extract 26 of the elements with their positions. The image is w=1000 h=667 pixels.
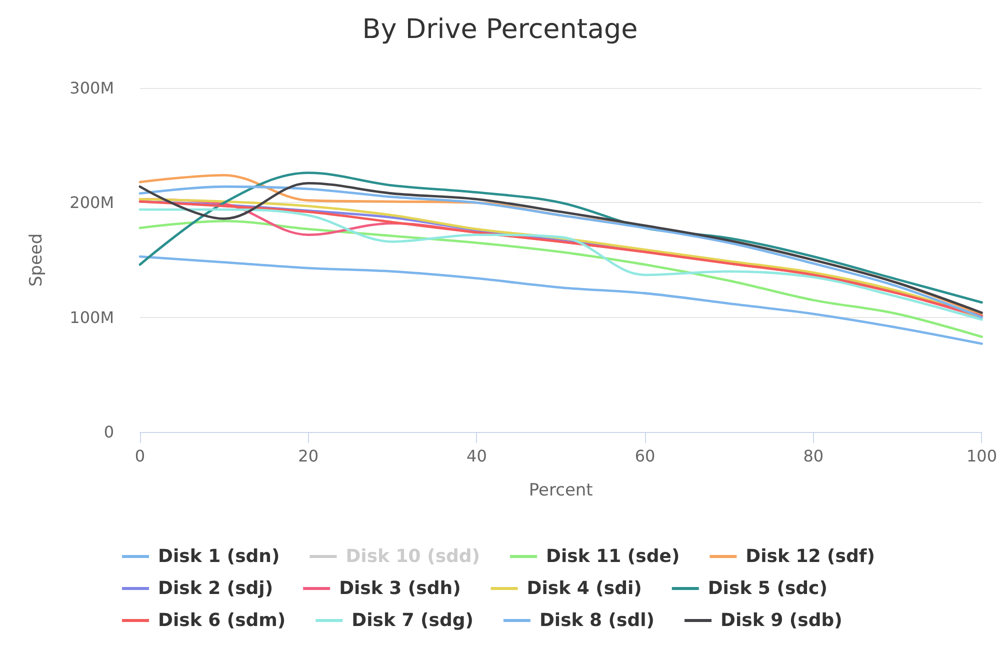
legend-label: Disk 12 (sdf) xyxy=(746,546,875,567)
legend-label: Disk 11 (sde) xyxy=(546,546,680,567)
legend-label: Disk 2 (sdj) xyxy=(158,578,274,599)
legend-label: Disk 7 (sdg) xyxy=(352,610,474,631)
y-tick-label: 100M xyxy=(70,308,114,327)
line-series xyxy=(138,220,983,338)
x-tick-label: 0 xyxy=(134,446,146,466)
x-tick-label: 60 xyxy=(634,446,656,466)
legend-label: Disk 1 (sdn) xyxy=(158,546,280,567)
x-tick-label: 40 xyxy=(466,446,487,466)
y-tick-label: 200M xyxy=(70,193,114,212)
legend-label: Disk 3 (sdh) xyxy=(339,578,461,599)
y-tick-label: 300M xyxy=(70,78,114,98)
legend-label: Disk 9 (sdb) xyxy=(720,610,842,631)
x-tick-label: 20 xyxy=(298,446,319,466)
x-tick-label: 100 xyxy=(966,446,998,466)
legend-label: Disk 4 (sdi) xyxy=(526,578,642,599)
y-axis-title: Speed xyxy=(26,233,46,287)
x-tick-label: 80 xyxy=(803,446,824,466)
x-axis-title: Percent xyxy=(528,480,594,500)
legend-label: Disk 5 (sdc) xyxy=(708,578,828,599)
line-series xyxy=(138,255,983,345)
legend-label: Disk 6 (sdm) xyxy=(158,610,286,631)
chart-title: By Drive Percentage xyxy=(362,14,638,45)
legend-label: Disk 8 (sdl) xyxy=(539,610,655,631)
y-tick-label: 0 xyxy=(104,422,114,442)
